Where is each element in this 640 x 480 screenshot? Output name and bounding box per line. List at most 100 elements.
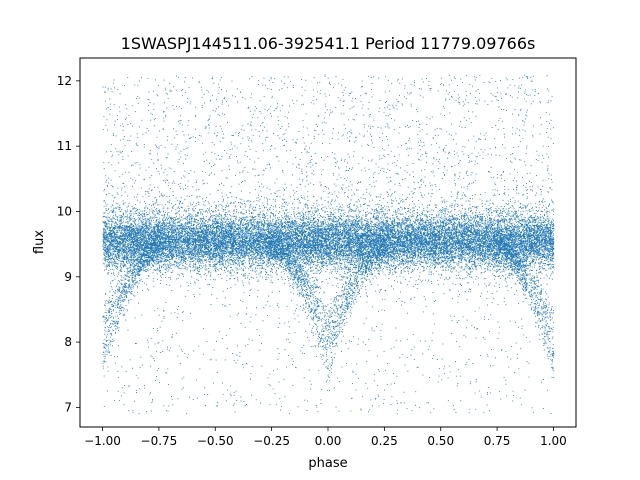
- data-point: [547, 232, 549, 234]
- data-point: [505, 202, 507, 204]
- data-point: [191, 249, 193, 251]
- data-point: [372, 272, 374, 274]
- data-point: [251, 256, 253, 258]
- data-point: [436, 249, 438, 251]
- data-point: [519, 242, 521, 243]
- data-point: [227, 230, 229, 232]
- data-point: [351, 262, 353, 263]
- data-point: [441, 257, 443, 259]
- data-point: [387, 259, 389, 260]
- data-point: [193, 260, 195, 261]
- data-point: [230, 286, 232, 288]
- data-point: [135, 225, 137, 227]
- data-point: [238, 242, 240, 243]
- data-point: [539, 254, 541, 256]
- data-point: [178, 229, 180, 231]
- data-point: [338, 211, 339, 213]
- data-point: [170, 210, 172, 212]
- data-point: [151, 259, 153, 261]
- data-point: [519, 214, 521, 216]
- data-point: [400, 199, 402, 201]
- data-point: [363, 246, 365, 248]
- data-point: [412, 261, 414, 263]
- data-point: [309, 244, 311, 246]
- data-point: [328, 218, 330, 220]
- data-point: [553, 210, 554, 212]
- data-point: [131, 255, 133, 257]
- data-point: [267, 274, 269, 276]
- data-point: [158, 224, 159, 226]
- data-point: [395, 253, 397, 255]
- data-point: [148, 239, 150, 241]
- data-point: [393, 217, 395, 219]
- data-point: [240, 211, 242, 213]
- data-point: [108, 226, 110, 228]
- data-point: [193, 253, 195, 255]
- data-point: [155, 236, 156, 238]
- data-point: [436, 220, 438, 222]
- data-point: [164, 213, 165, 215]
- data-point: [186, 248, 188, 250]
- data-point: [371, 221, 373, 223]
- data-point: [449, 228, 451, 230]
- data-point: [493, 264, 495, 266]
- data-point: [434, 267, 436, 269]
- data-point: [387, 227, 389, 229]
- data-point: [102, 241, 104, 243]
- data-point: [302, 218, 304, 220]
- data-point: [356, 233, 358, 235]
- data-point: [320, 254, 322, 255]
- data-point: [145, 232, 147, 234]
- data-point: [440, 233, 442, 235]
- data-point: [136, 212, 138, 214]
- data-point: [166, 284, 168, 285]
- data-point: [328, 219, 330, 221]
- data-point: [172, 228, 174, 230]
- data-point: [522, 221, 524, 223]
- data-point: [451, 220, 453, 222]
- data-point: [111, 280, 113, 282]
- data-point: [197, 266, 199, 268]
- data-point: [512, 251, 513, 253]
- data-point: [127, 244, 129, 246]
- data-point: [183, 239, 185, 241]
- data-point: [466, 215, 468, 217]
- data-point: [363, 232, 365, 234]
- data-point: [275, 215, 276, 217]
- data-point: [416, 288, 418, 290]
- data-point: [167, 245, 169, 247]
- data-point: [486, 200, 487, 202]
- data-point: [133, 222, 135, 224]
- data-point: [162, 230, 164, 232]
- data-point: [258, 214, 260, 216]
- data-point: [393, 227, 395, 229]
- data-point: [106, 265, 108, 267]
- data-point: [350, 229, 352, 231]
- data-point: [117, 252, 119, 254]
- data-point: [453, 262, 455, 264]
- data-point: [207, 231, 208, 233]
- data-point: [543, 230, 545, 232]
- data-point: [399, 263, 401, 265]
- data-point: [248, 223, 250, 225]
- data-point: [349, 207, 351, 209]
- data-point: [274, 201, 276, 202]
- data-point: [167, 233, 169, 235]
- data-point: [341, 268, 342, 270]
- data-point: [280, 239, 282, 241]
- data-point: [257, 223, 259, 225]
- data-point: [237, 278, 238, 280]
- data-point: [155, 255, 157, 257]
- data-point: [449, 216, 451, 217]
- data-point: [508, 243, 510, 245]
- data-point: [280, 262, 281, 264]
- data-point: [172, 232, 174, 234]
- data-point: [236, 238, 238, 240]
- data-point: [127, 267, 129, 269]
- data-point: [128, 267, 130, 269]
- data-point: [365, 219, 367, 221]
- data-point: [463, 217, 465, 219]
- data-point: [229, 243, 231, 245]
- data-point: [198, 228, 200, 230]
- data-point: [514, 231, 516, 233]
